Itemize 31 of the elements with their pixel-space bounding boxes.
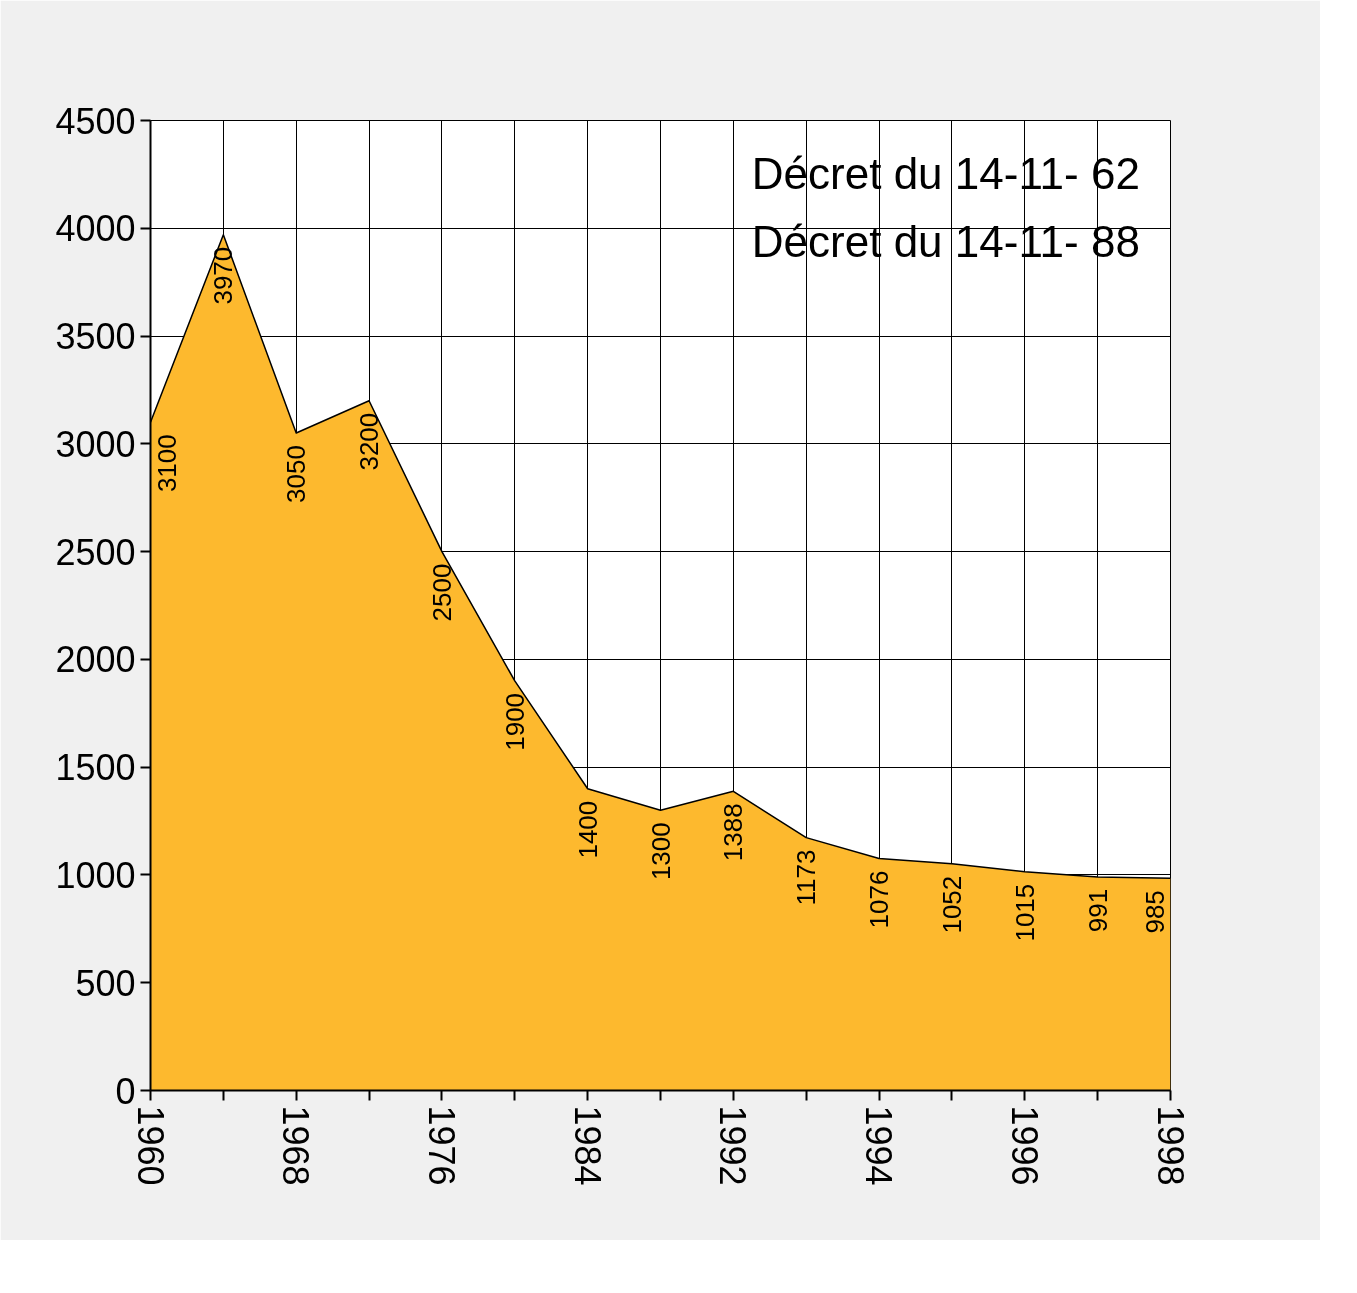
data-label: 1388 (718, 803, 749, 862)
data-label: 3050 (281, 445, 312, 503)
x-tick-label: 1976 (420, 1105, 462, 1186)
data-label: 1900 (499, 692, 530, 751)
data-label: 2500 (426, 563, 457, 622)
y-tick-label: 3000 (55, 423, 136, 465)
data-label: 1400 (572, 800, 603, 859)
x-tick-label: 1998 (1149, 1105, 1191, 1186)
data-label: 985 (1139, 890, 1170, 934)
data-label: 1300 (645, 822, 676, 881)
x-tick-label: 1994 (858, 1105, 900, 1186)
y-tick-label: 1500 (55, 747, 136, 789)
y-tick-label: 2500 (55, 531, 136, 573)
x-tick-label: 1984 (566, 1105, 608, 1186)
data-label: 991 (1082, 888, 1113, 933)
data-label: 1173 (791, 849, 822, 906)
y-tick-label: 2000 (55, 639, 136, 681)
x-tick-label: 1968 (275, 1105, 317, 1186)
data-label: 3970 (208, 246, 239, 305)
y-tick-label: 500 (75, 962, 136, 1004)
data-label: 3100 (151, 434, 182, 493)
data-label: 1015 (1009, 883, 1040, 942)
y-tick-label: 3500 (55, 316, 136, 358)
y-tick-label: 4500 (55, 100, 136, 142)
y-tick-label: 4000 (55, 208, 136, 250)
data-label: 1076 (864, 870, 895, 929)
x-tick-label: 1996 (1003, 1105, 1045, 1186)
data-label: 3200 (354, 412, 385, 471)
x-tick-label: 1992 (712, 1105, 754, 1186)
y-tick-label: 1000 (55, 854, 136, 896)
data-label: 1052 (936, 875, 967, 934)
